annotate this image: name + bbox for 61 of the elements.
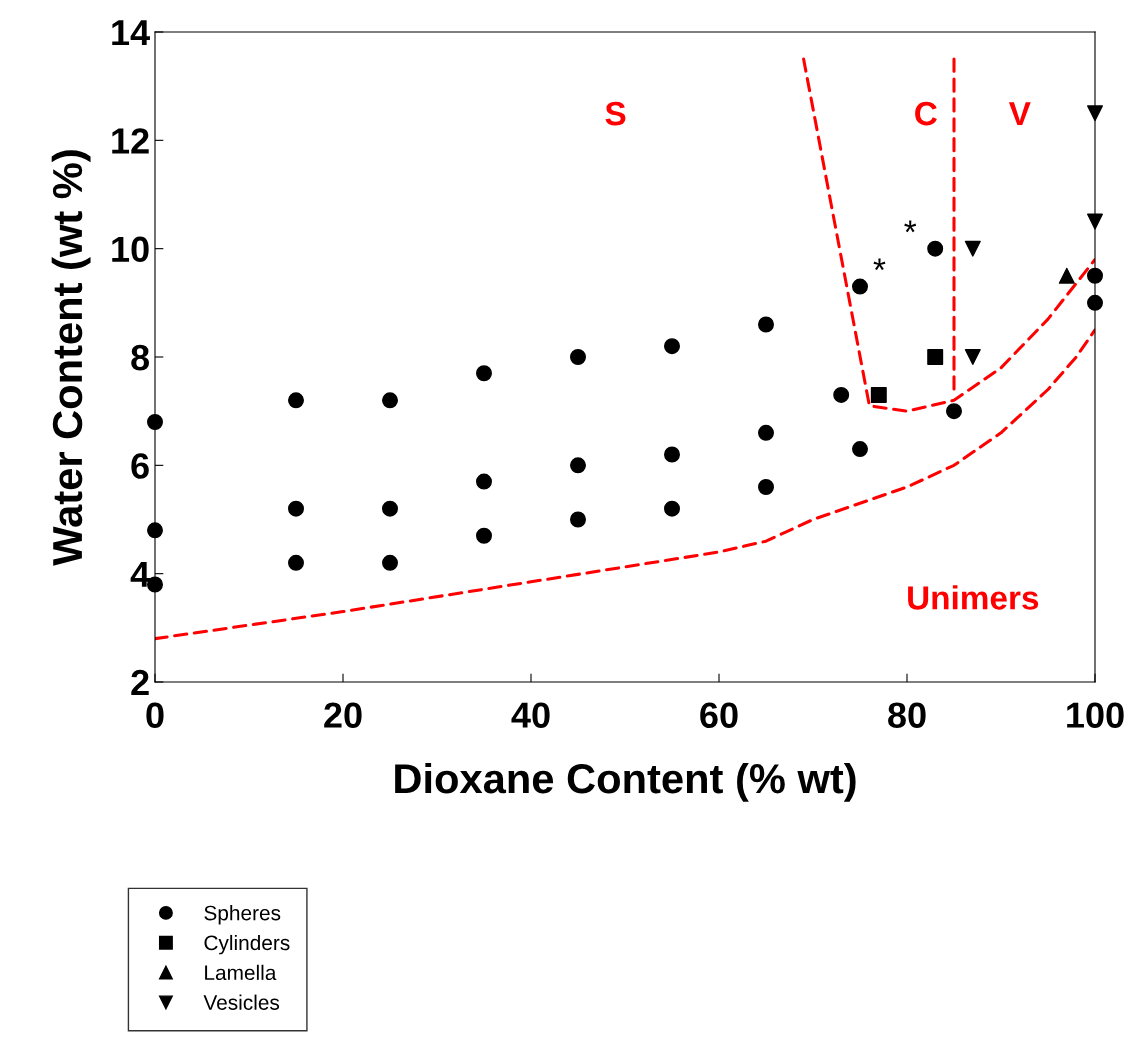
x-axis-title: Dioxane Content (% wt) <box>395 762 856 802</box>
annotation: V <box>1008 102 1031 126</box>
annotation: S <box>605 101 626 126</box>
point <box>758 424 774 441</box>
point <box>664 338 680 355</box>
point <box>288 500 304 517</box>
point <box>570 457 586 474</box>
y-tick-label: 10 <box>112 236 149 263</box>
point <box>664 500 680 517</box>
annotation: C <box>915 101 937 126</box>
point <box>288 392 304 409</box>
point <box>852 278 868 295</box>
point <box>288 554 304 571</box>
point <box>570 511 586 528</box>
point <box>870 386 887 403</box>
point <box>1087 213 1103 230</box>
point <box>570 349 586 365</box>
y-tick-label: 14 <box>112 20 150 46</box>
point <box>476 527 492 544</box>
point <box>1087 267 1103 284</box>
point <box>927 240 944 257</box>
x-tick-label: 40 <box>511 702 550 728</box>
point <box>852 441 868 458</box>
point <box>382 500 398 517</box>
legend-label: Spheres <box>204 905 281 925</box>
y-tick-label: 2 <box>131 669 149 696</box>
point <box>964 349 981 365</box>
point <box>382 554 398 571</box>
x-tick-label: 100 <box>1067 702 1124 728</box>
point <box>1058 267 1075 284</box>
line-series <box>802 57 1095 413</box>
point <box>964 240 981 257</box>
point <box>833 386 850 403</box>
annotation: * <box>873 258 886 271</box>
x-tick-label: 60 <box>700 702 738 728</box>
point <box>758 479 774 495</box>
point <box>927 349 944 365</box>
point <box>382 392 398 409</box>
x-tick-label: 0 <box>146 702 164 728</box>
legend-label: Cylinders <box>204 934 290 955</box>
point <box>1087 105 1103 122</box>
legend-label: Lamella <box>205 964 277 981</box>
annotation: Unimers <box>908 585 1039 610</box>
point <box>476 365 492 382</box>
x-tick-label: 20 <box>324 702 362 728</box>
annotation: * <box>904 220 917 233</box>
point <box>476 473 492 490</box>
legend-label: Vesicles <box>203 994 280 1010</box>
y-tick-label: 12 <box>112 128 149 154</box>
line-series <box>155 328 1095 641</box>
point <box>946 403 962 420</box>
x-tick-label: 80 <box>888 702 926 728</box>
y-tick-label: 4 <box>130 561 150 587</box>
point <box>758 316 774 333</box>
point <box>664 446 680 463</box>
point <box>147 522 163 539</box>
point <box>147 414 163 430</box>
point <box>1087 294 1103 311</box>
y-tick-label: 8 <box>131 344 150 371</box>
y-tick-label: 6 <box>131 453 149 479</box>
y-axis-title: Water Content (wt %) <box>51 150 91 566</box>
